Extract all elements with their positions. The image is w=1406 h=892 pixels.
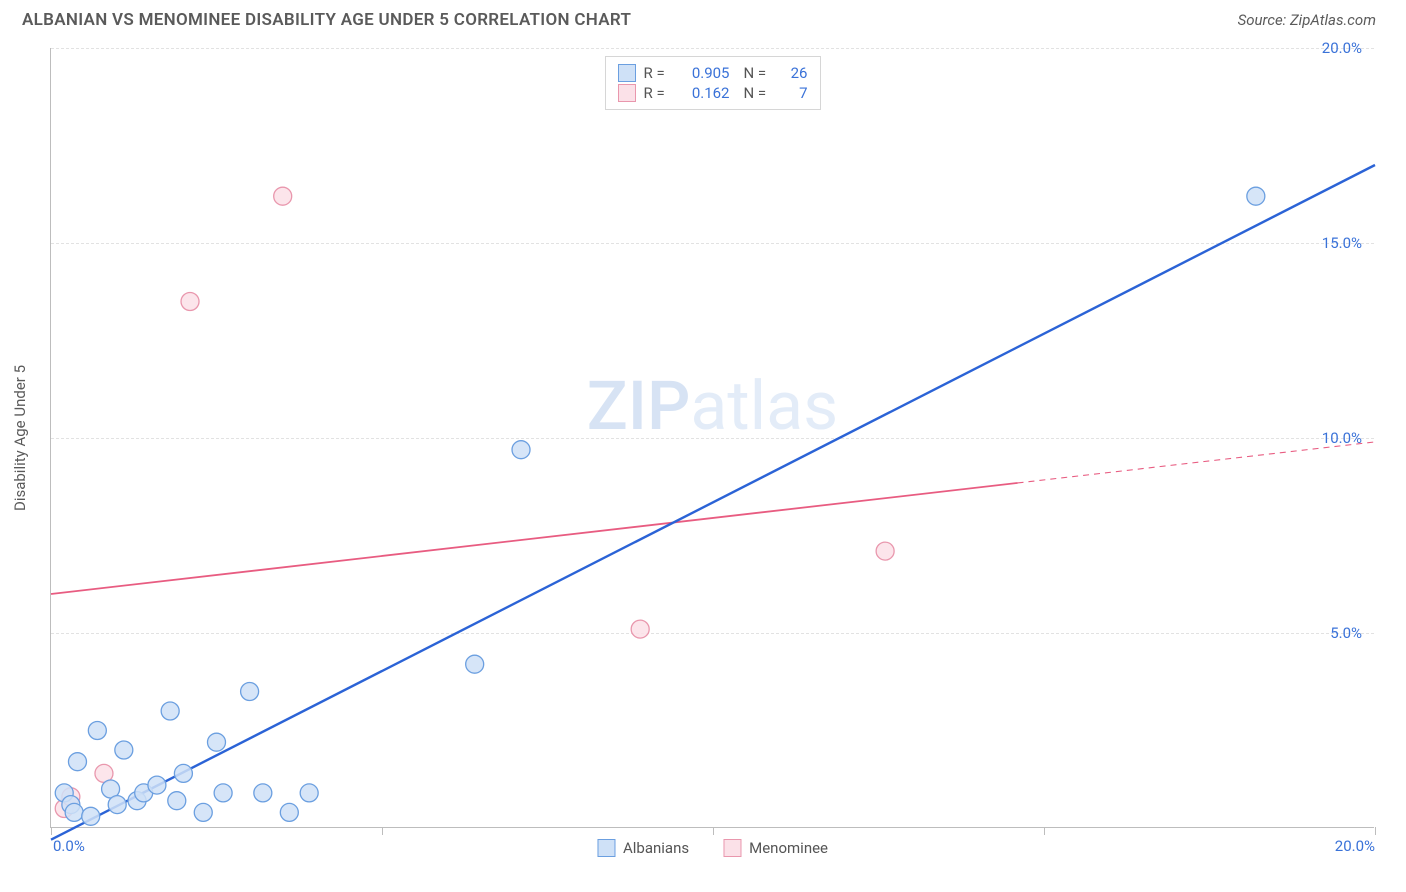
chart-header: ALBANIAN VS MENOMINEE DISABILITY AGE UND…	[0, 0, 1406, 36]
legend-correlation: R = 0.905 N = 26 R = 0.162 N = 7	[605, 56, 821, 110]
x-tick-label: 20.0%	[1335, 837, 1375, 855]
plot-svg	[51, 48, 1374, 827]
legend-label: Albanians	[623, 839, 689, 857]
legend-swatch-icon	[723, 839, 741, 857]
legend-swatch-icon	[618, 84, 636, 102]
plot-area: ZIPatlas 5.0%10.0%15.0%20.0% 0.0%20.0% R…	[50, 48, 1374, 828]
legend-swatch-icon	[597, 839, 615, 857]
n-label: N =	[744, 64, 774, 82]
legend-item-menominee: Menominee	[723, 839, 828, 857]
x-tick-label: 0.0%	[53, 837, 85, 855]
legend-series: Albanians Menominee	[597, 839, 828, 857]
legend-row-albanians: R = 0.905 N = 26	[618, 63, 808, 83]
r-label: R =	[644, 64, 674, 82]
n-value: 26	[782, 64, 808, 82]
n-value: 7	[782, 84, 808, 102]
n-label: N =	[744, 84, 774, 102]
r-value: 0.905	[682, 64, 730, 82]
chart-title: ALBANIAN VS MENOMINEE DISABILITY AGE UND…	[22, 10, 631, 30]
legend-label: Menominee	[749, 839, 828, 857]
r-label: R =	[644, 84, 674, 102]
chart-container: Disability Age Under 5 ZIPatlas 5.0%10.0…	[48, 48, 1374, 828]
r-value: 0.162	[682, 84, 730, 102]
legend-item-albanians: Albanians	[597, 839, 689, 857]
legend-swatch-icon	[618, 64, 636, 82]
chart-source: Source: ZipAtlas.com	[1238, 11, 1376, 29]
y-axis-label: Disability Age Under 5	[11, 365, 29, 511]
legend-row-menominee: R = 0.162 N = 7	[618, 83, 808, 103]
